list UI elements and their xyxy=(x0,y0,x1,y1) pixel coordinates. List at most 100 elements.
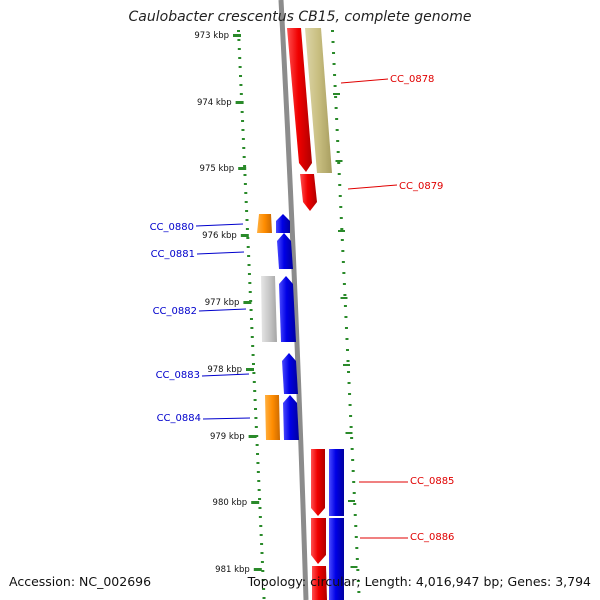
scale-dot xyxy=(341,261,345,263)
scale-dot xyxy=(256,471,260,473)
scale-dot xyxy=(247,273,251,275)
scale-dot xyxy=(351,459,355,461)
scale-dot xyxy=(248,282,252,284)
scale-dot xyxy=(344,327,348,329)
scale-dot xyxy=(260,543,264,545)
scale-dot xyxy=(336,151,340,153)
scale-dot xyxy=(254,417,258,419)
scale-dot xyxy=(343,294,347,296)
scale-dot xyxy=(262,588,266,590)
scale-dot xyxy=(252,381,256,383)
gene-label-cc0885[interactable]: CC_0885 xyxy=(410,476,454,487)
scale-dot xyxy=(260,552,264,554)
scale-dot xyxy=(251,363,255,365)
scale-dot xyxy=(242,147,246,149)
gene-arrow-cc0878[interactable] xyxy=(287,28,312,172)
gene-callout-line xyxy=(198,308,247,312)
gene-label-cc0883[interactable]: CC_0883 xyxy=(156,370,200,381)
genome-summary-text: Topology: circular; Length: 4,016,947 bp… xyxy=(247,574,591,589)
scale-dot xyxy=(243,165,247,167)
kbp-tick-label: 978 kbp xyxy=(207,365,242,375)
scale-dot xyxy=(257,480,261,482)
scale-dot xyxy=(341,250,345,252)
gene-arrow-cc0881[interactable] xyxy=(277,233,293,269)
kbp-tick-label: 973 kbp xyxy=(194,31,229,41)
scale-dot xyxy=(346,360,350,362)
scale-dot xyxy=(342,283,346,285)
gene-arrow-cc0883[interactable] xyxy=(282,353,298,394)
gene-label-cc0880[interactable]: CC_0880 xyxy=(150,222,194,233)
gene-callout-line xyxy=(196,251,245,255)
gene-arrow-cc0886[interactable] xyxy=(311,518,326,564)
gene-arrow-cc0880-orange[interactable] xyxy=(257,214,272,233)
gene-callout-line xyxy=(340,78,389,84)
minor-tick xyxy=(348,500,355,502)
scale-dot xyxy=(255,444,259,446)
gene-labels: CC_0878 CC_0879 CC_0880 CC_0881 CC_0882 CC_08… xyxy=(150,74,455,543)
scale-dot xyxy=(259,534,263,536)
scale-dot xyxy=(257,489,261,491)
gene-arrow-cc0882-gray[interactable] xyxy=(261,276,277,342)
minor-tick xyxy=(345,432,353,434)
scale-dot xyxy=(357,591,361,593)
scale-dot xyxy=(239,93,243,95)
scale-dot xyxy=(258,498,262,500)
scale-dot xyxy=(237,48,241,50)
kbp-tick-label: 974 kbp xyxy=(197,98,232,108)
scale-dot xyxy=(243,183,247,185)
scale-dot xyxy=(347,371,351,373)
gene-arrow-cc0882[interactable] xyxy=(279,276,296,342)
gene-arrow-cc0885-blue[interactable] xyxy=(329,449,344,516)
scale-dot xyxy=(356,580,360,582)
gene-label-cc0878[interactable]: CC_0878 xyxy=(390,74,434,85)
scale-dot xyxy=(259,525,263,527)
gene-callout-line xyxy=(195,223,244,227)
gene-label-cc0881[interactable]: CC_0881 xyxy=(151,249,195,260)
scale-dot xyxy=(238,57,242,59)
scale-dot xyxy=(238,66,242,68)
minor-tick xyxy=(335,160,343,162)
scale-dot xyxy=(256,453,260,455)
scale-dot xyxy=(245,210,249,212)
gene-label-cc0879[interactable]: CC_0879 xyxy=(399,181,443,192)
scale-dot xyxy=(241,120,245,122)
scale-dot xyxy=(340,228,344,230)
scale-dot xyxy=(247,264,251,266)
scale-dot xyxy=(256,462,260,464)
gene-arrow-cc0879[interactable] xyxy=(300,174,317,211)
scale-dot xyxy=(354,525,358,527)
scale-dot xyxy=(344,316,348,318)
gene-features xyxy=(257,28,344,600)
kbp-tick xyxy=(238,167,247,170)
scale-dot xyxy=(241,129,245,131)
gene-arrow-olive[interactable] xyxy=(305,28,332,173)
gene-label-cc0886[interactable]: CC_0886 xyxy=(410,532,454,543)
scale-dot xyxy=(338,184,342,186)
scale-dot xyxy=(239,84,243,86)
gene-label-cc0882[interactable]: CC_0882 xyxy=(153,306,197,317)
scale-dot xyxy=(260,561,264,563)
minor-tick xyxy=(338,230,345,232)
gene-arrow-cc0886-blue[interactable] xyxy=(329,518,344,600)
gene-arrow-cc0880[interactable] xyxy=(276,214,290,233)
gene-callout-line xyxy=(347,184,398,190)
scale-dot xyxy=(243,174,247,176)
scale-dot xyxy=(335,118,339,120)
gene-arrow-cc0884-orange[interactable] xyxy=(265,395,280,440)
gene-label-cc0884[interactable]: CC_0884 xyxy=(157,413,201,424)
gene-arrow-cc0885[interactable] xyxy=(311,449,325,516)
gene-callout-line xyxy=(202,417,251,420)
minor-tick xyxy=(343,364,350,366)
kbp-tick-label: 979 kbp xyxy=(210,432,245,442)
scale-dot xyxy=(334,96,338,98)
kbp-tick xyxy=(243,301,252,304)
kbp-tick-label: 981 kbp xyxy=(215,565,250,575)
scale-dot xyxy=(245,219,249,221)
gene-arrow-lower-red[interactable] xyxy=(312,566,327,600)
scale-dot xyxy=(250,336,254,338)
gene-arrow-cc0884[interactable] xyxy=(283,395,299,440)
scale-dot xyxy=(249,309,253,311)
scale-dot xyxy=(337,173,341,175)
kbp-tick-label: 980 kbp xyxy=(213,498,248,508)
